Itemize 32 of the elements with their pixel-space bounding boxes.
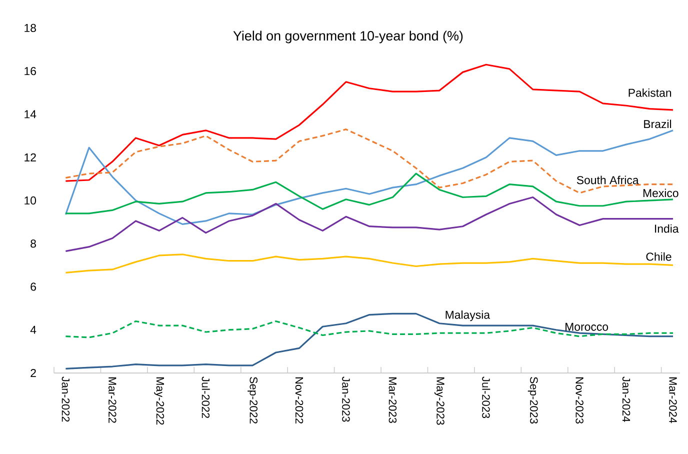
x-tick-label: Mar-2023 [388, 377, 397, 423]
x-tick-label: Jul-2023 [482, 376, 490, 418]
chart-title: Yield on government 10-year bond (%) [233, 30, 463, 44]
series-label: South Africa [576, 176, 639, 184]
y-tick-label: 12 [24, 153, 36, 162]
y-tick-label: 4 [30, 326, 36, 334]
x-tick-label: Nov-2022 [295, 377, 304, 424]
y-tick-label: 14 [24, 110, 36, 118]
x-tick-label: Sep-2023 [528, 377, 538, 424]
x-tick-label: Nov-2023 [576, 377, 584, 424]
series-label: Malaysia [446, 310, 490, 322]
y-tick-label: 18 [24, 24, 36, 32]
x-tick-label: Mar-2024 [669, 377, 677, 424]
series-label: Mexico [643, 188, 678, 198]
y-tick-label: 16 [24, 67, 36, 76]
x-tick-label: Jan-2022 [62, 376, 70, 422]
x-tick-label: Jan-2023 [342, 376, 350, 422]
series-label: Morocco [566, 322, 608, 331]
series-label: India [655, 224, 679, 233]
series-label: Chile [646, 252, 672, 261]
series-label: Pakistan [628, 88, 672, 97]
y-tick-label: 2 [30, 368, 36, 377]
x-tick-label: May-2022 [154, 377, 164, 425]
x-tick-label: Jan-2024 [622, 376, 630, 422]
x-tick-label: May-2023 [434, 377, 444, 425]
series-label: Brazil [644, 120, 672, 128]
x-tick-label: Jul-2022 [202, 376, 210, 418]
x-tick-label: Mar-2022 [108, 377, 116, 423]
y-tick-label: 10 [24, 196, 36, 205]
y-tick-label: 8 [30, 240, 36, 248]
x-tick-label: Sep-2022 [248, 377, 258, 424]
y-tick-label: 6 [30, 282, 36, 291]
